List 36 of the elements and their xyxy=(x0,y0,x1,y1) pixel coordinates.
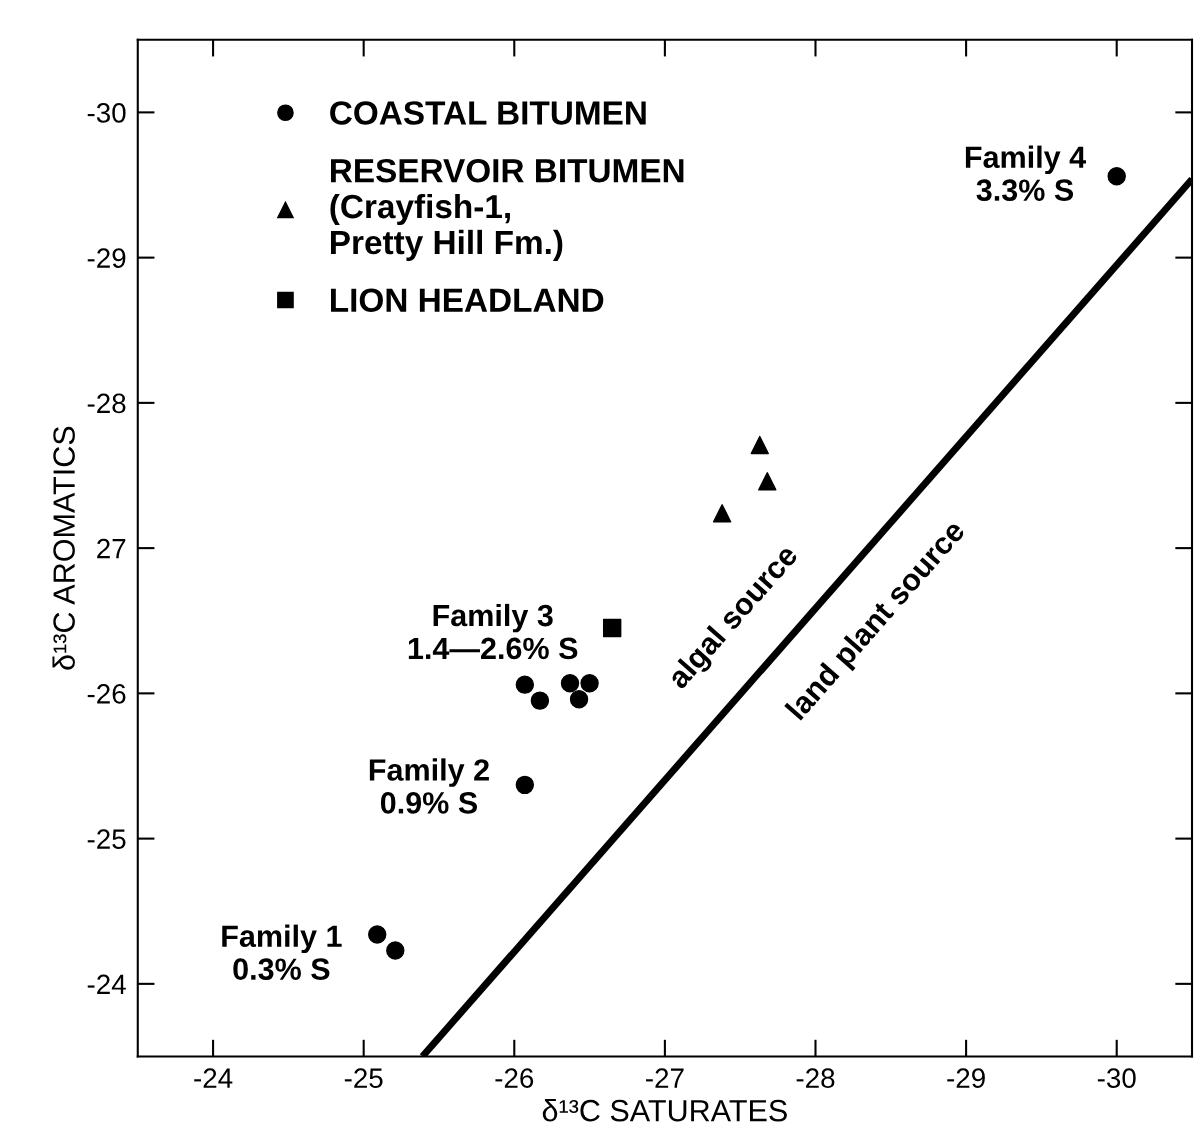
legend-label: COASTAL BITUMEN xyxy=(330,101,646,125)
point xyxy=(368,925,387,944)
annotation: Family 2 0.9% S xyxy=(369,758,489,814)
point xyxy=(530,691,550,710)
y-tick-label: -29 xyxy=(87,248,126,268)
legend-label: LION HEADLAND xyxy=(331,288,604,313)
point xyxy=(750,435,769,455)
x-tick-label: -26 xyxy=(495,1068,534,1088)
y-tick-label: -24 xyxy=(87,974,126,994)
x-axis-title: δ¹³C SATURATES xyxy=(542,1099,787,1122)
point xyxy=(569,689,589,709)
x-tick-label: -27 xyxy=(646,1068,684,1088)
y-tick-label: -30 xyxy=(87,103,126,123)
y-tick-label: -25 xyxy=(87,829,126,849)
x-tick-label: -29 xyxy=(947,1068,985,1088)
annotation: Family 1 0.3% S xyxy=(222,924,342,981)
y-axis-title: δ¹³C AROMATICS xyxy=(52,426,75,670)
point xyxy=(515,675,535,694)
point xyxy=(580,673,599,693)
point xyxy=(758,472,777,491)
y-tick-label: 27 xyxy=(97,538,126,559)
annotation: Family 4 3.3% S xyxy=(965,145,1086,201)
x-tick-label: -24 xyxy=(194,1068,233,1088)
point xyxy=(560,673,580,693)
point xyxy=(386,941,405,960)
y-tick-label: -28 xyxy=(87,393,126,414)
point xyxy=(1107,167,1126,186)
point xyxy=(712,504,732,523)
point xyxy=(602,618,622,638)
legend-label: RESERVOIR BITUMEN (Crayfish-1, Pretty Hill Fm.) xyxy=(330,158,684,261)
annotation: Family 3 1.4—2.6% S xyxy=(408,603,578,660)
x-tick-label: -30 xyxy=(1097,1068,1136,1088)
y-tick-label: -26 xyxy=(87,684,126,704)
point xyxy=(515,775,535,795)
x-tick-label: -28 xyxy=(796,1068,835,1088)
x-tick-label: -25 xyxy=(344,1068,383,1088)
